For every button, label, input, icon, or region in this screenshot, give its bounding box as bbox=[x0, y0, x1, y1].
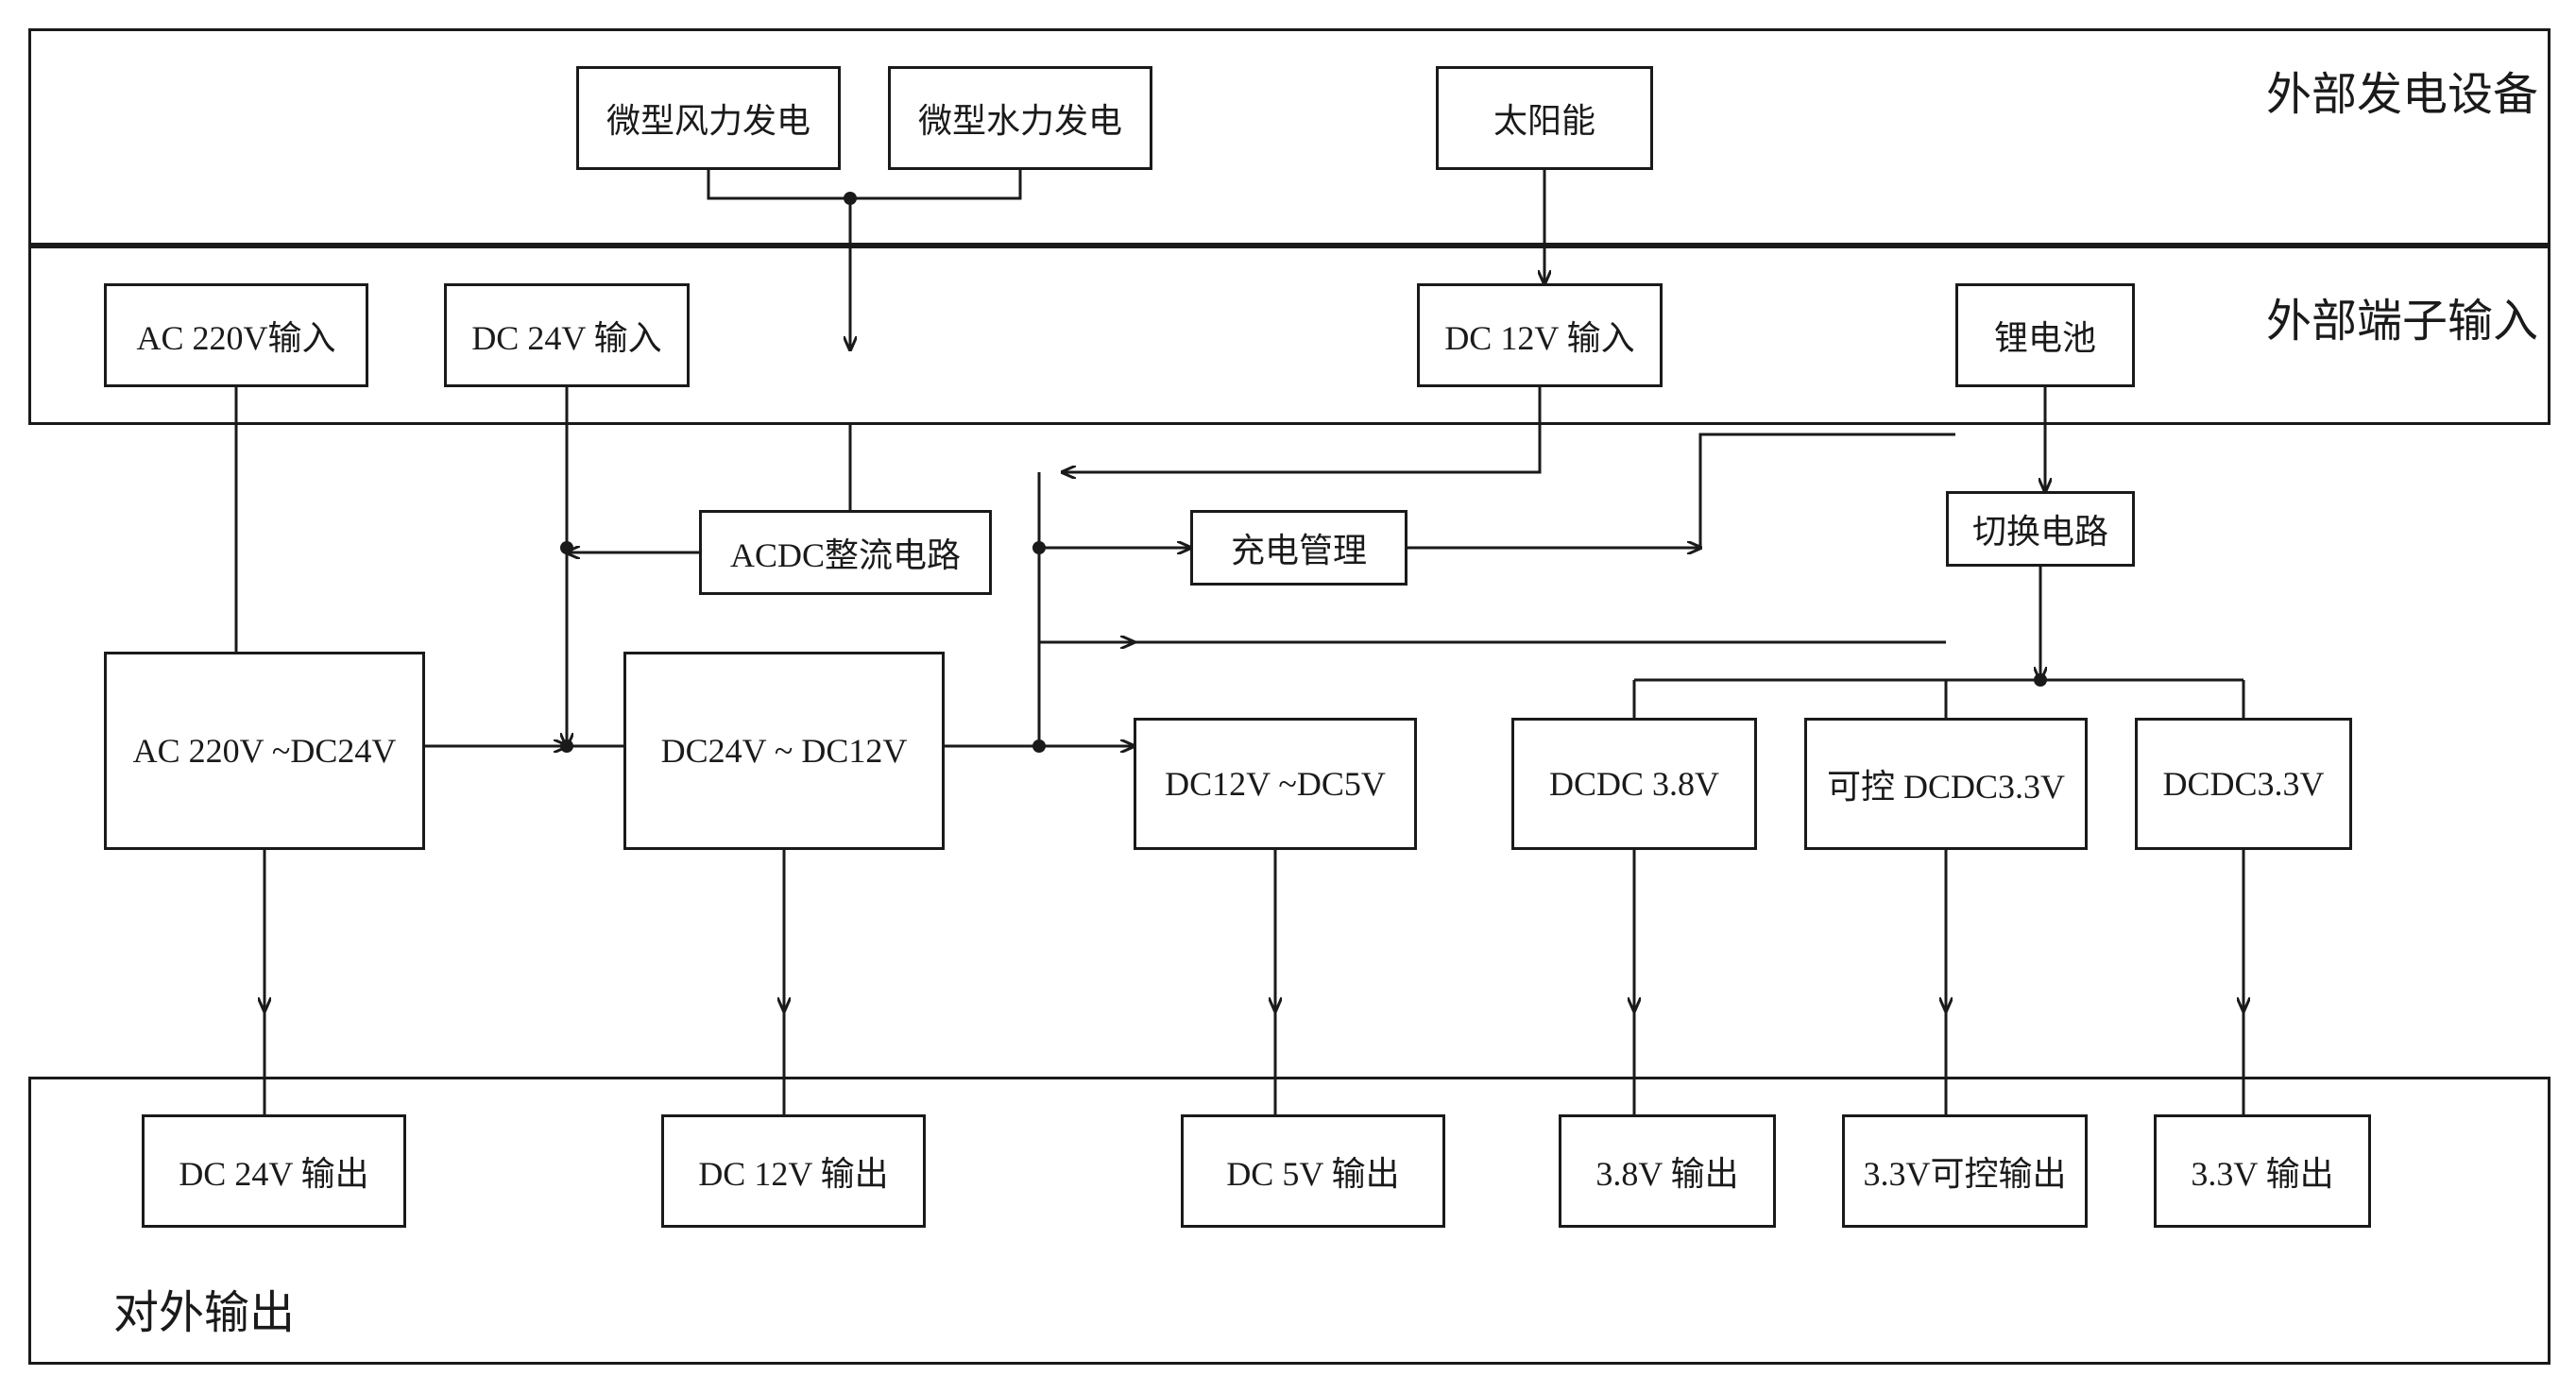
node-dc24-input: DC 24V 输入 bbox=[444, 283, 690, 387]
section-title-row2: 外部端子输入 bbox=[2266, 283, 2538, 349]
node-acdc-rectifier: ACDC整流电路 bbox=[699, 510, 992, 595]
node-label: 切换电路 bbox=[1972, 504, 2108, 553]
section-title-row4: 对外输出 bbox=[113, 1275, 295, 1341]
node-dcdc-3-8v: DCDC 3.8V bbox=[1511, 718, 1757, 850]
node-label: 微型风力发电 bbox=[606, 93, 810, 143]
node-controllable-dcdc-3-3v: 可控 DCDC3.3V bbox=[1804, 718, 2088, 850]
node-label: 充电管理 bbox=[1231, 523, 1367, 572]
node-hydro-power: 微型水力发电 bbox=[888, 66, 1152, 170]
node-label: 3.3V可控输出 bbox=[1864, 1147, 2067, 1196]
node-label: DCDC3.3V bbox=[2162, 764, 2324, 804]
node-dc12-input: DC 12V 输入 bbox=[1417, 283, 1663, 387]
node-battery: 锂电池 bbox=[1955, 283, 2135, 387]
node-dcdc-3-3v: DCDC3.3V bbox=[2135, 718, 2352, 850]
node-label: 锂电池 bbox=[1994, 311, 2096, 360]
node-ac220-input: AC 220V输入 bbox=[104, 283, 368, 387]
node-label: DC24V ~ DC12V bbox=[661, 731, 908, 771]
node-label: DC 12V 输入 bbox=[1444, 311, 1634, 360]
node-label: 3.3V 输出 bbox=[2191, 1147, 2333, 1196]
node-charge-management: 充电管理 bbox=[1190, 510, 1407, 586]
node-label: AC 220V ~DC24V bbox=[133, 731, 397, 771]
node-label: 太阳能 bbox=[1493, 93, 1595, 143]
node-output-dc5: DC 5V 输出 bbox=[1181, 1114, 1445, 1228]
node-label: DC12V ~DC5V bbox=[1165, 764, 1386, 804]
node-switch-circuit: 切换电路 bbox=[1946, 491, 2135, 567]
node-wind-power: 微型风力发电 bbox=[576, 66, 841, 170]
node-label: DC 24V 输出 bbox=[179, 1147, 368, 1196]
node-output-dc12: DC 12V 输出 bbox=[661, 1114, 926, 1228]
node-output-3-8v: 3.8V 输出 bbox=[1559, 1114, 1776, 1228]
node-solar: 太阳能 bbox=[1436, 66, 1653, 170]
node-label: 可控 DCDC3.3V bbox=[1827, 759, 2065, 808]
node-label: DC 5V 输出 bbox=[1226, 1147, 1399, 1196]
node-label: 3.8V 输出 bbox=[1595, 1147, 1738, 1196]
diagram-canvas: 外部发电设备 外部端子输入 对外输出 微型风力发电 微型水力发电 太阳能 AC … bbox=[0, 0, 2576, 1393]
node-label: DC 12V 输出 bbox=[698, 1147, 888, 1196]
node-dc12-to-dc5: DC12V ~DC5V bbox=[1134, 718, 1417, 850]
node-label: AC 220V输入 bbox=[136, 311, 335, 360]
node-label: 微型水力发电 bbox=[918, 93, 1122, 143]
node-output-3-3v: 3.3V 输出 bbox=[2154, 1114, 2371, 1228]
node-label: ACDC整流电路 bbox=[730, 528, 961, 577]
node-ac220-to-dc24: AC 220V ~DC24V bbox=[104, 652, 425, 850]
node-label: DC 24V 输入 bbox=[471, 311, 661, 360]
section-title-row1: 外部发电设备 bbox=[2266, 57, 2538, 123]
node-dc24-to-dc12: DC24V ~ DC12V bbox=[623, 652, 945, 850]
section-row1 bbox=[28, 28, 2550, 246]
node-output-3-3v-controllable: 3.3V可控输出 bbox=[1842, 1114, 2088, 1228]
section-row2 bbox=[28, 246, 2550, 425]
node-output-dc24: DC 24V 输出 bbox=[142, 1114, 406, 1228]
node-label: DCDC 3.8V bbox=[1549, 764, 1719, 804]
